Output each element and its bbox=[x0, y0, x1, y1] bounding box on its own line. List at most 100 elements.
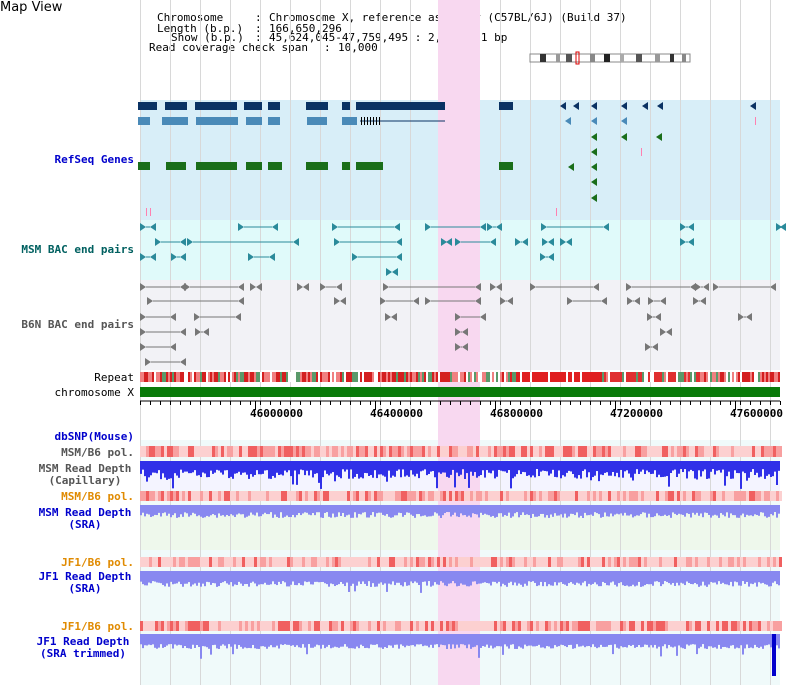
track-label-dbsnp[interactable]: dbSNP(Mouse) bbox=[54, 430, 134, 443]
jf1-b6-pol-bar bbox=[251, 557, 254, 567]
jf1-depth-bar bbox=[688, 571, 690, 583]
jf1-depth-bar bbox=[408, 571, 410, 586]
msm-depth-cap-bar bbox=[266, 461, 268, 471]
msm-depth-sra-bar bbox=[666, 505, 668, 517]
repeat-block bbox=[614, 372, 616, 382]
msm-depth-cap-bar bbox=[234, 461, 236, 474]
msm-depth-sra-bar bbox=[428, 505, 430, 517]
jf1-trim-depth-bar bbox=[756, 634, 758, 648]
jf1-depth-bar bbox=[624, 571, 626, 586]
repeat-block bbox=[748, 372, 750, 382]
jf1-b6-pol-bar bbox=[272, 557, 275, 567]
jf1-trim-depth-bar bbox=[420, 634, 422, 645]
track-label-msm-bac[interactable]: MSM BAC end pairs bbox=[21, 243, 134, 256]
msm-depth-cap-bar bbox=[370, 461, 372, 476]
jf1-b6-pol-bar bbox=[167, 557, 170, 567]
msm-b6-pol-cap-bar bbox=[647, 446, 650, 457]
track-label-b6n-bac[interactable]: B6N BAC end pairs bbox=[21, 318, 134, 331]
gene-row-1-exon bbox=[195, 102, 237, 110]
repeat-block bbox=[224, 372, 226, 382]
jf1-trim-depth-bar bbox=[710, 634, 712, 647]
label-line-2: (SRA) bbox=[68, 518, 102, 531]
msm-b6-pol-cap-bar bbox=[614, 446, 617, 457]
b6n-bac-pair-end bbox=[703, 283, 709, 291]
msm-depth-cap-bar bbox=[482, 461, 484, 471]
jf1-trim-depth-bar bbox=[762, 634, 764, 649]
repeat-block bbox=[676, 372, 678, 382]
jf1-b6-pol-2-bar bbox=[557, 621, 560, 631]
gene-arrow bbox=[591, 194, 597, 202]
track-label-refseq[interactable]: RefSeq Genes bbox=[54, 153, 134, 166]
msm-depth-sra-bar bbox=[546, 505, 548, 516]
jf1-depth-bar bbox=[746, 571, 748, 582]
jf1-trim-depth-bar bbox=[470, 634, 472, 649]
msm-b6-pol-sra-bar bbox=[500, 491, 503, 501]
jf1-b6-pol-bar bbox=[593, 557, 596, 567]
msm-depth-cap-bar bbox=[674, 461, 676, 470]
msm-b6-pol-sra-bar bbox=[221, 491, 224, 501]
msm-b6-pol-cap-bar bbox=[350, 446, 353, 457]
msm-depth-cap-bar bbox=[596, 461, 598, 472]
repeat-block bbox=[424, 372, 426, 382]
jf1-depth-bar bbox=[314, 571, 316, 582]
jf1-trim-depth-bar bbox=[326, 634, 328, 647]
repeat-block bbox=[608, 372, 610, 382]
jf1-trim-depth-bar bbox=[672, 634, 674, 648]
msm-depth-cap-bar bbox=[598, 461, 600, 482]
msm-depth-cap-bar bbox=[464, 461, 466, 479]
msm-b6-pol-cap-bar bbox=[656, 446, 659, 457]
jf1-trim-depth-bar bbox=[394, 634, 396, 645]
repeat-block bbox=[290, 372, 292, 382]
msm-depth-cap-bar bbox=[520, 461, 522, 475]
jf1-b6-pol-bar bbox=[350, 557, 353, 567]
msm-depth-sra-bar bbox=[196, 505, 198, 517]
jf1-b6-pol-bar bbox=[758, 557, 761, 567]
msm-depth-cap-bar bbox=[226, 461, 228, 471]
jf1-depth-bar bbox=[514, 571, 516, 583]
repeat-block bbox=[546, 372, 548, 382]
jf1-depth-bar bbox=[382, 571, 384, 585]
jf1-depth-bar bbox=[714, 571, 716, 583]
jf1-b6-pol-2-bar bbox=[716, 621, 719, 631]
jf1-b6-pol-2-bar bbox=[182, 621, 185, 631]
jf1-depth-bar bbox=[358, 571, 360, 582]
msm-depth-cap-bar bbox=[552, 461, 554, 470]
repeat-block bbox=[484, 372, 486, 382]
msm-depth-cap-bar bbox=[164, 461, 166, 478]
msm-depth-cap-bar bbox=[410, 461, 412, 471]
jf1-trim-depth-bar bbox=[142, 634, 144, 649]
jf1-depth-bar bbox=[220, 571, 222, 584]
msm-depth-cap-bar bbox=[622, 461, 624, 478]
msm-depth-sra-bar bbox=[508, 505, 510, 513]
msm-b6-pol-cap-bar bbox=[167, 446, 170, 457]
msm-b6-pol-sra-bar bbox=[209, 491, 212, 501]
b6n-bac-pair-end bbox=[480, 313, 486, 321]
jf1-b6-pol-bar bbox=[605, 557, 608, 567]
msm-b6-pol-sra-bar bbox=[146, 491, 149, 501]
msm-b6-pol-cap-bar bbox=[689, 446, 692, 457]
msm-depth-sra-bar bbox=[576, 505, 578, 513]
msm-b6-pol-cap-bar bbox=[317, 446, 320, 457]
repeat-block bbox=[140, 372, 142, 382]
jf1-trim-depth-bar bbox=[214, 634, 216, 645]
msm-depth-sra-bar bbox=[646, 505, 648, 518]
gene-row-2-exon bbox=[342, 117, 357, 125]
msm-depth-sra-bar bbox=[388, 505, 390, 517]
jf1-b6-pol-2-bar bbox=[158, 621, 161, 631]
msm-b6-pol-sra-bar bbox=[743, 491, 746, 501]
msm-depth-sra-bar bbox=[372, 505, 374, 513]
jf1-trim-depth-bar bbox=[632, 634, 634, 645]
msm-bac-pair-end bbox=[540, 253, 546, 261]
jf1-depth-bar bbox=[778, 571, 780, 586]
jf1-b6-pol-bar bbox=[533, 557, 536, 567]
msm-depth-cap-bar bbox=[332, 461, 334, 473]
jf1-b6-pol-2-bar bbox=[599, 621, 602, 631]
jf1-depth-bar bbox=[720, 571, 722, 584]
msm-b6-pol-sra-bar bbox=[560, 491, 563, 501]
jf1-trim-depth-bar bbox=[314, 634, 316, 647]
repeat-block bbox=[512, 372, 514, 382]
jf1-b6-pol-bar bbox=[755, 557, 758, 567]
repeat-block bbox=[680, 372, 682, 382]
jf1-depth-bar bbox=[232, 571, 234, 587]
